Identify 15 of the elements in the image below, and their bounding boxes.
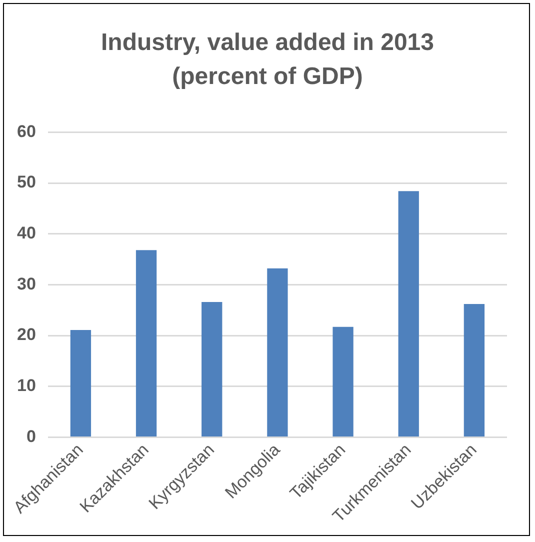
bar [202,302,222,436]
bar [136,250,157,436]
y-tick-label: 60 [16,122,36,141]
y-tick-label: 50 [16,172,36,192]
bar [267,268,288,436]
y-tick-label: 40 [16,224,36,243]
y-tick-label: 0 [26,426,36,446]
chart-title: Industry, value added in 2013 (percent of GDP) [100,28,435,92]
y-tick-label: 20 [16,325,36,344]
bar [332,326,354,436]
y-tick-label: 10 [16,376,36,396]
bar [464,304,485,436]
y-tick-label: 30 [16,274,36,294]
bar [398,191,419,436]
bar [70,330,92,436]
